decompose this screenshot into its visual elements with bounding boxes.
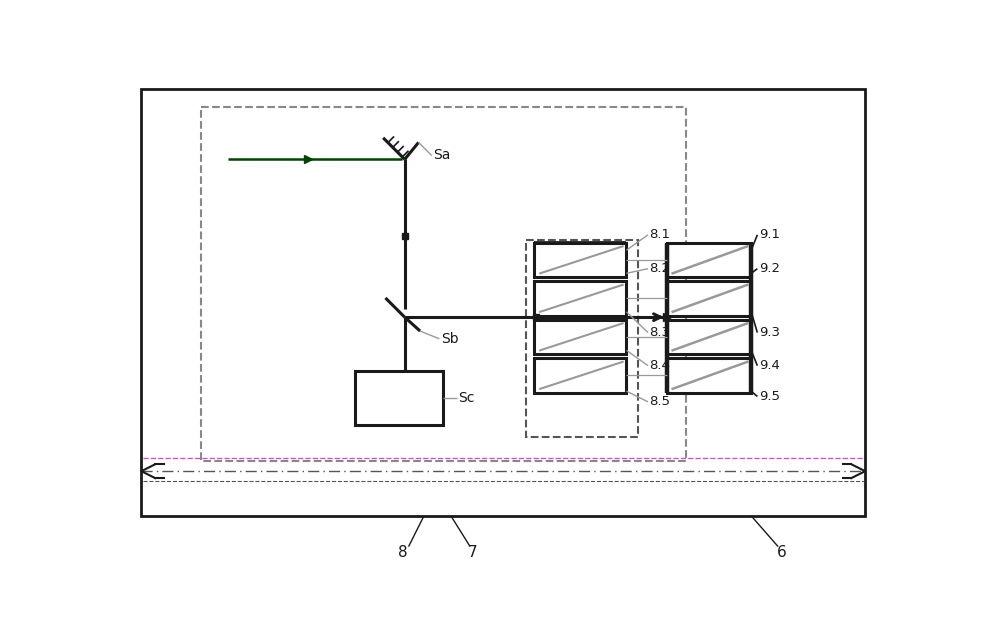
Bar <box>534 281 626 315</box>
Text: Sb: Sb <box>441 332 459 346</box>
Text: 9.5: 9.5 <box>759 390 780 403</box>
Text: 8: 8 <box>398 545 408 560</box>
Bar <box>534 243 626 277</box>
Bar <box>355 371 443 425</box>
Text: 9.4: 9.4 <box>759 359 780 372</box>
Bar <box>666 358 751 392</box>
Bar <box>666 320 751 354</box>
Text: Sa: Sa <box>433 149 451 162</box>
Bar <box>666 281 751 315</box>
Text: 8.4: 8.4 <box>650 359 670 372</box>
Bar <box>526 240 638 437</box>
Bar <box>534 358 626 392</box>
Bar <box>666 243 751 277</box>
Text: 9.2: 9.2 <box>759 262 780 275</box>
Text: 8.5: 8.5 <box>650 396 671 409</box>
Text: 8.3: 8.3 <box>650 326 671 339</box>
Text: 9.1: 9.1 <box>759 228 780 241</box>
Text: 8.2: 8.2 <box>650 262 671 275</box>
Text: 9.3: 9.3 <box>759 326 780 339</box>
Bar <box>201 107 686 461</box>
Text: Sc: Sc <box>459 391 475 405</box>
Bar <box>141 88 865 516</box>
Text: 8.1: 8.1 <box>650 228 671 241</box>
Text: 7: 7 <box>468 545 477 560</box>
Text: 6: 6 <box>777 545 787 560</box>
Bar <box>534 320 626 354</box>
